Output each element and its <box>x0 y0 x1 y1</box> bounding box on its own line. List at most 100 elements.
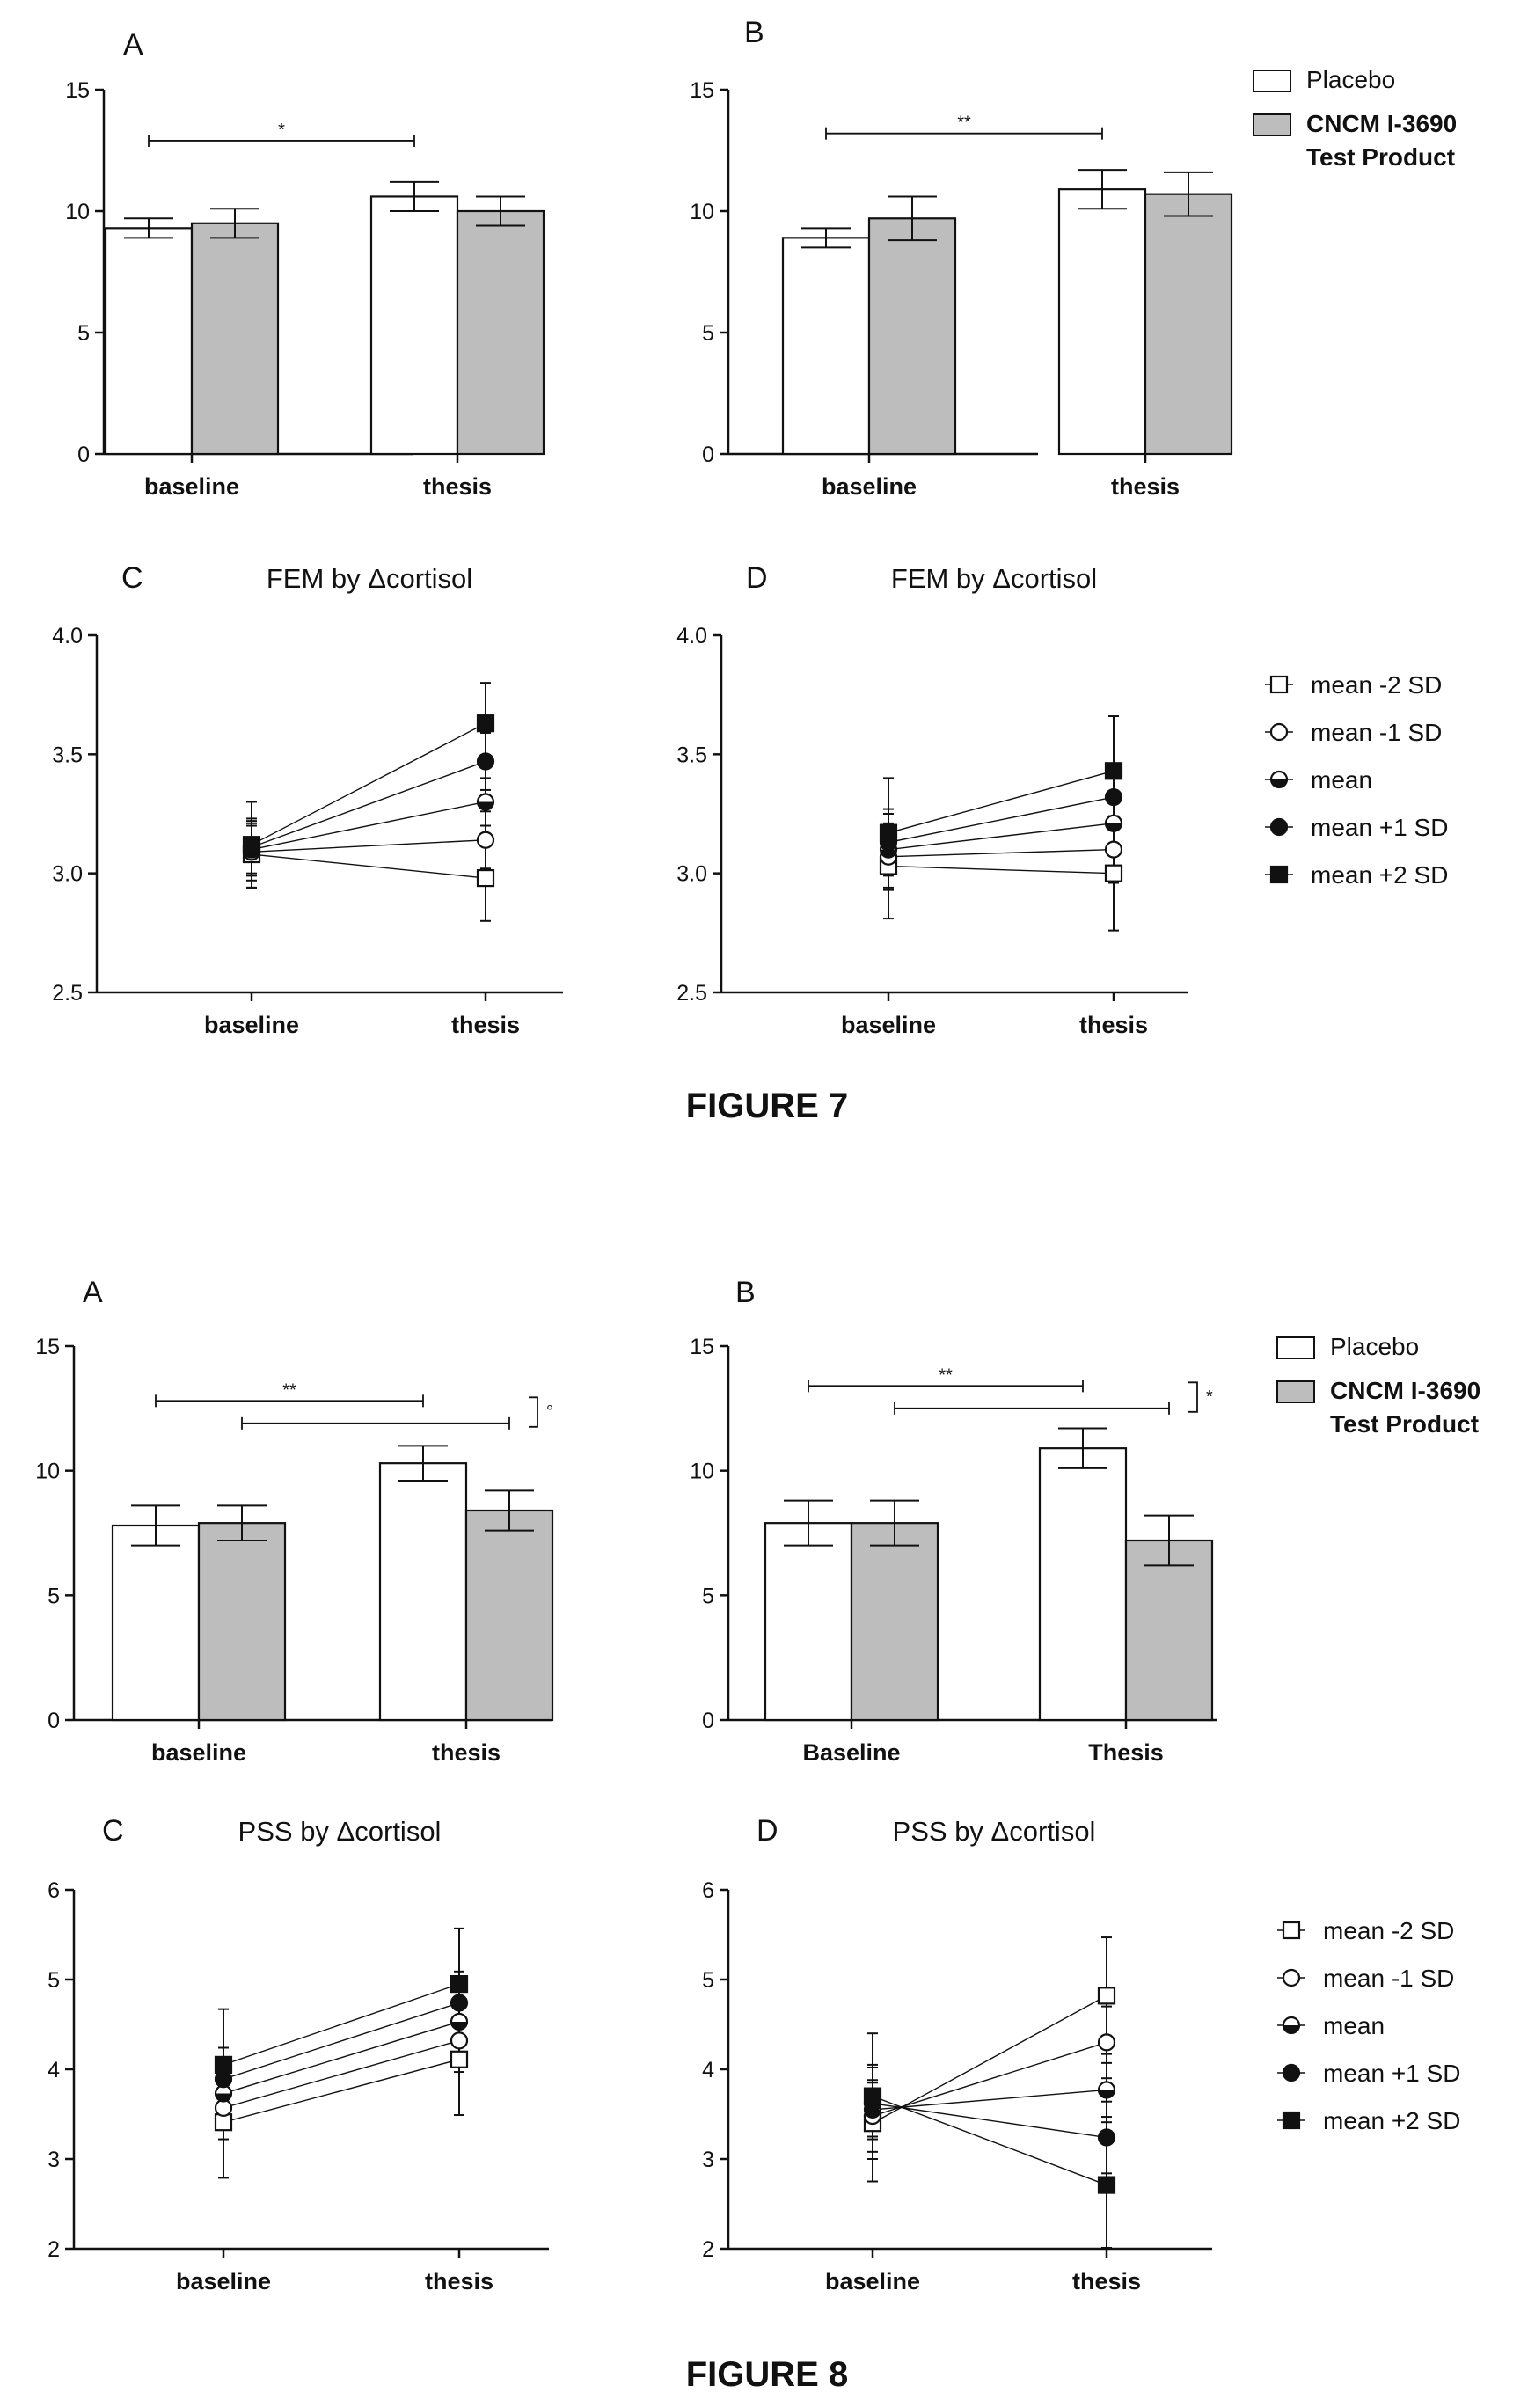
x-tick-label: thesis <box>425 2268 493 2295</box>
data-point <box>1097 1987 1116 2005</box>
legend-label: Test Product <box>1306 143 1455 171</box>
data-point-half <box>1099 2090 1115 2098</box>
line-legend: mean -2 SD mean -1 SD mean mean +1 SD mean +… <box>1277 1917 1460 2134</box>
chart-fig8C: C PSS by Δcortisol 2 3 4 5 6 baseline thesis <box>48 1814 549 2295</box>
series-line <box>872 1994 1107 2124</box>
y-tick-label: 15 <box>35 1335 60 1359</box>
series-line <box>888 796 1115 844</box>
legend-label: mean +2 SD <box>1311 861 1448 889</box>
y-tick-label: 10 <box>35 1460 60 1484</box>
legend-marker <box>1282 2111 1301 2130</box>
legend-label: Test Product <box>1330 1410 1479 1438</box>
y-tick-label: 0 <box>77 443 90 467</box>
significance-label: * <box>278 121 285 140</box>
y-tick-label: 5 <box>702 321 714 346</box>
y-tick-label: 5 <box>77 321 90 346</box>
y-tick-label: 15 <box>65 78 90 103</box>
y-tick-label: 0 <box>702 443 714 467</box>
data-point <box>242 836 261 854</box>
bar-placebo <box>378 1462 468 1722</box>
panel-letter: D <box>757 1814 778 1848</box>
legend-swatch <box>1253 113 1291 136</box>
panel-letter: C <box>121 561 143 595</box>
legend-label: Placebo <box>1306 66 1395 93</box>
y-tick-label: 0 <box>702 1709 714 1733</box>
series-line <box>223 1983 460 2066</box>
panel-letter: B <box>744 16 764 49</box>
series-line <box>251 801 486 851</box>
data-point <box>450 1994 469 2012</box>
y-tick-label: 5 <box>48 1968 60 1993</box>
legend-label: mean -2 SD <box>1311 671 1442 699</box>
data-point <box>450 2031 469 2050</box>
side-bracket <box>1188 1381 1198 1413</box>
data-point <box>1097 2176 1116 2194</box>
y-tick-label: 5 <box>48 1584 60 1608</box>
panel-letter: D <box>746 561 768 595</box>
y-tick-label: 10 <box>65 200 90 224</box>
legend-marker <box>1269 722 1289 742</box>
series-line <box>251 760 486 848</box>
significance-label: ** <box>939 1365 953 1385</box>
data-point <box>476 714 495 733</box>
legend-marker <box>1269 865 1289 884</box>
y-tick-label: 15 <box>690 1335 714 1359</box>
data-point <box>476 752 495 771</box>
legend-marker <box>1282 1921 1301 1940</box>
bar-test-product <box>867 217 957 456</box>
x-tick-label: baseline <box>144 473 239 500</box>
legend-label: mean +1 SD <box>1323 2060 1460 2087</box>
y-tick-label: 2.5 <box>676 981 707 1006</box>
legends-layer: Placebo CNCM I-3690 Test Product mean -2 SD… <box>1253 66 1480 2134</box>
series-line <box>251 839 486 853</box>
legend-marker <box>1269 675 1289 694</box>
x-tick-label: thesis <box>432 1739 501 1766</box>
figure-8-caption: FIGURE 8 <box>686 2355 848 2394</box>
legend-label: Placebo <box>1330 1333 1419 1360</box>
panel-letter: B <box>735 1276 756 1309</box>
x-tick-label: baseline <box>841 1012 936 1038</box>
bar-placebo <box>111 1524 201 1722</box>
x-tick-label: thesis <box>1111 473 1180 500</box>
data-point <box>476 868 495 888</box>
panel-title: PSS by Δcortisol <box>238 1816 442 1847</box>
x-tick-label: baseline <box>822 473 917 500</box>
data-point-half <box>865 2109 881 2118</box>
y-tick-label: 2.5 <box>52 981 83 1006</box>
panel-letter: A <box>123 28 143 62</box>
data-point <box>1104 840 1123 859</box>
data-point <box>450 1975 469 1994</box>
y-tick-label: 2 <box>702 2237 714 2262</box>
y-tick-label: 3 <box>702 2148 714 2172</box>
bar-test-product <box>456 209 545 456</box>
side-bracket-label: * <box>1206 1387 1213 1407</box>
line-legend: mean -2 SD mean -1 SD mean mean +1 SD mean +… <box>1265 671 1448 889</box>
series-line <box>888 823 1115 851</box>
x-tick-label: Thesis <box>1088 1739 1164 1766</box>
x-tick-label: baseline <box>204 1012 299 1038</box>
series-line <box>251 853 486 879</box>
chart-fig7C: C FEM by Δcortisol 2.5 3.0 3.5 4.0 baseline the… <box>52 561 563 1038</box>
series-line <box>223 2002 460 2080</box>
series-line <box>872 2041 1107 2117</box>
figure-7-caption: FIGURE 7 <box>686 1087 848 1125</box>
bar-placebo <box>781 237 871 456</box>
series-line <box>888 848 1115 858</box>
y-tick-label: 10 <box>690 200 714 224</box>
legend-label: mean +1 SD <box>1311 814 1448 841</box>
y-tick-label: 3.5 <box>52 743 83 767</box>
legend-label: mean +2 SD <box>1323 2107 1460 2134</box>
data-point-half <box>1106 823 1122 831</box>
side-bracket <box>529 1396 538 1428</box>
data-point <box>450 2050 469 2068</box>
legend-swatch <box>1276 1380 1315 1403</box>
bar-placebo <box>369 195 459 456</box>
legend-label: mean -1 SD <box>1311 719 1442 746</box>
data-point <box>1104 787 1123 807</box>
series-line <box>888 865 1115 875</box>
legend-label: mean -1 SD <box>1323 1965 1454 1992</box>
chart-fig7A: A 0 5 10 15 baseline thesis * <box>65 28 545 500</box>
legend-marker <box>1282 1968 1301 1987</box>
bar-test-product <box>190 222 280 456</box>
